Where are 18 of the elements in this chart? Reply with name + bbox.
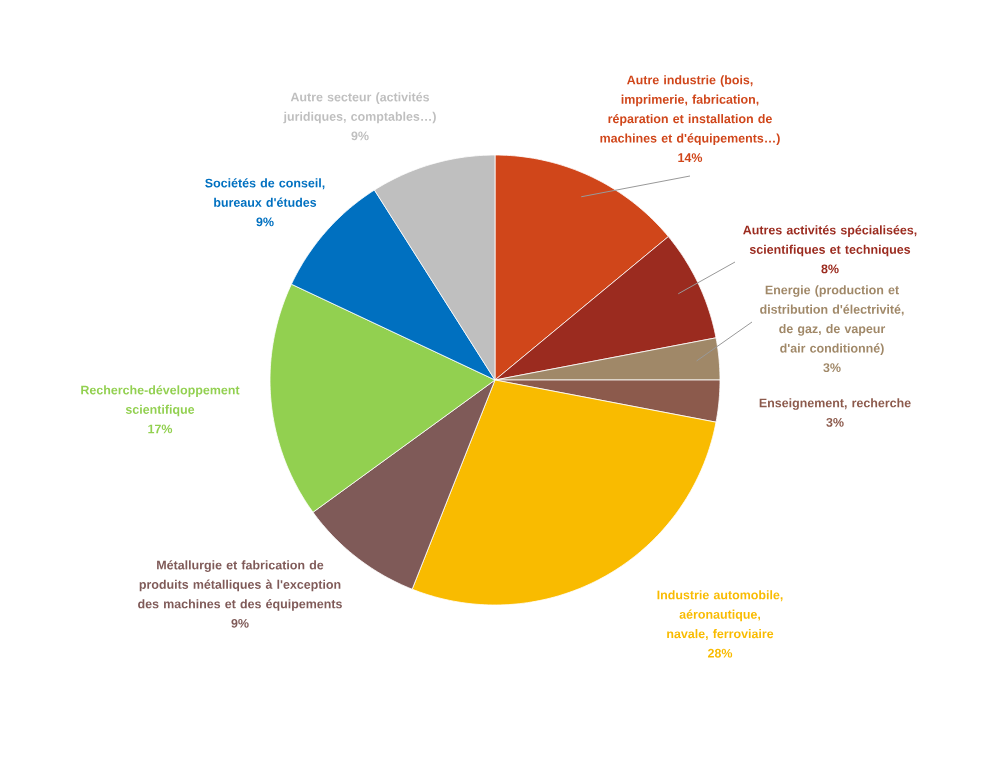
data-label: 28% (707, 648, 733, 658)
slice-label: Autre industrie (bois, imprimerie, fabrication, réparation et installation de machines et d'équipements…) (600, 75, 780, 146)
data-label: 14% (678, 153, 703, 163)
slice-label: Autre secteur (activités juridiques, comptables…) (283, 92, 436, 124)
slice-label: Autres activités spécialisées, scientifiques et techniques (743, 225, 917, 257)
data-label: 3% (823, 363, 841, 373)
data-label: 8% (821, 264, 839, 274)
data-label: 9% (351, 131, 369, 141)
slice-label: Recherche-développement scientifique (81, 385, 240, 417)
slice-label: Sociétés de conseil, bureaux d'études (205, 178, 325, 207)
data-label: 17% (148, 424, 173, 434)
slice-label: Energie (production et distribution d'électrivité, de gaz, de vapeur d'air conditionné) (760, 285, 904, 356)
slice-label: Enseignement, recherche (759, 398, 911, 410)
data-label: 9% (256, 217, 274, 227)
slice-label: Industrie automobile, aéronautique, navale, ferroviaire (657, 590, 783, 640)
data-label: 9% (231, 618, 249, 628)
slice-label: Métallurgie et fabrication de produits métalliques à l'exception des machines et des équipements (138, 560, 342, 611)
data-label: 3% (826, 417, 844, 427)
